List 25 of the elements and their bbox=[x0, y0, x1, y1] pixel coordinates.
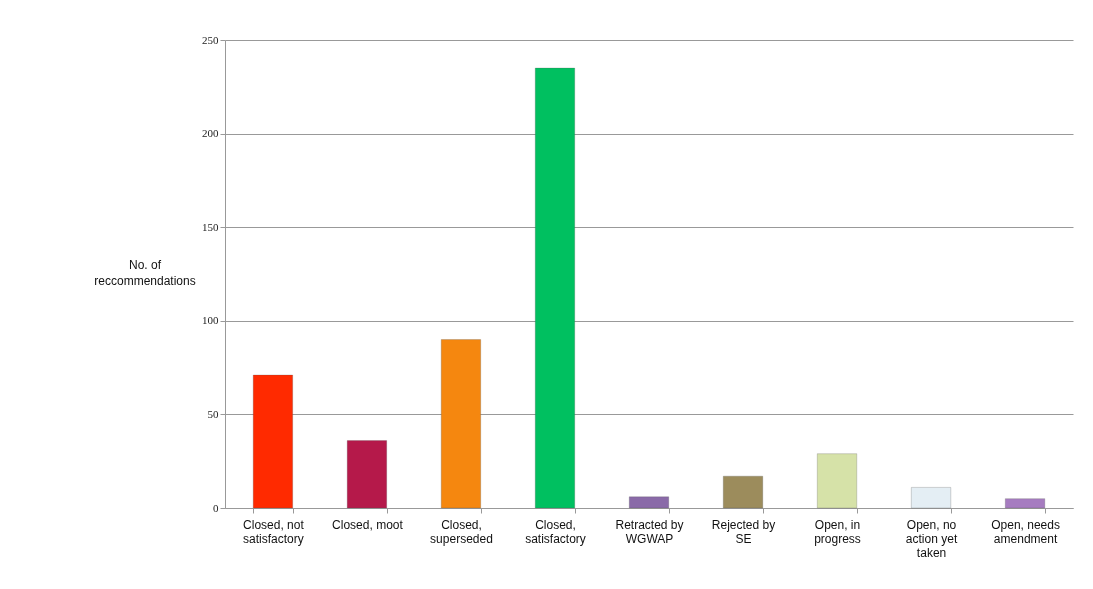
y-tick-label: 100 bbox=[202, 314, 219, 327]
y-axis-title: No. of reccommendations bbox=[94, 258, 196, 288]
y-tick-label: 50 bbox=[207, 407, 219, 420]
y-tick-label: 150 bbox=[202, 220, 219, 233]
bar bbox=[629, 496, 669, 509]
x-tick-label: Closed, not satisfactory bbox=[243, 517, 305, 546]
bar bbox=[911, 487, 952, 509]
x-tick-label: Closed, moot bbox=[332, 517, 404, 532]
y-tick-label: 250 bbox=[202, 33, 219, 46]
bar bbox=[346, 440, 387, 509]
bar bbox=[723, 475, 764, 509]
bar bbox=[1005, 498, 1046, 509]
y-tick-label: 200 bbox=[202, 127, 219, 140]
bar bbox=[534, 67, 575, 509]
x-tick-label: Open, no action yet taken bbox=[905, 517, 958, 560]
bar bbox=[817, 453, 858, 509]
x-tick-label: Open, in progress bbox=[814, 517, 861, 546]
y-tick-label: 0 bbox=[213, 501, 219, 514]
bar bbox=[252, 374, 293, 509]
x-tick-label: Closed, satisfactory bbox=[525, 517, 586, 546]
x-tick-label: Closed, superseded bbox=[430, 517, 493, 546]
x-tick-label: Open, needs amendment bbox=[991, 517, 1060, 546]
bar bbox=[440, 339, 481, 509]
x-tick-label: Rejected by SE bbox=[711, 517, 776, 546]
x-tick-label: Retracted by WGWAP bbox=[615, 517, 684, 546]
